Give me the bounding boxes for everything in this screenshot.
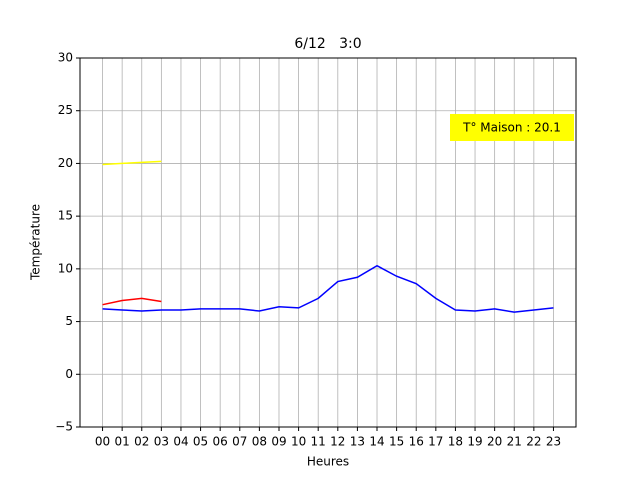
x-tick-label: 06	[213, 435, 228, 449]
frame	[79, 57, 577, 428]
y-tick-label: 30	[58, 51, 73, 65]
x-tick-label: 01	[115, 435, 130, 449]
x-tick-label: 18	[448, 435, 463, 449]
y-tick-label: −5	[55, 420, 73, 434]
annotation-box	[450, 114, 574, 141]
x-axis-label: Heures	[307, 455, 349, 469]
x-tick-label: 22	[526, 435, 541, 449]
x-tick-label: 12	[330, 435, 345, 449]
x-tick-label: 17	[428, 435, 443, 449]
x-tick-label: 16	[409, 435, 424, 449]
x-tick-label: 19	[467, 435, 482, 449]
y-tick-label: 5	[65, 314, 73, 328]
x-tick-label: 07	[232, 435, 247, 449]
y-tick-label: 0	[65, 367, 73, 381]
y-tick-label: 25	[58, 103, 73, 117]
y-tick-label: 15	[58, 209, 73, 223]
chart-title: 6/12 3:0	[294, 36, 361, 52]
y-axis-label: Température	[29, 204, 43, 281]
x-tick-label: 03	[154, 435, 169, 449]
x-tick-label: 05	[193, 435, 208, 449]
line-series	[102, 264, 554, 313]
y-tick-label: 10	[58, 261, 73, 275]
x-tick-label: 11	[311, 435, 326, 449]
x-tick-label: 20	[487, 435, 502, 449]
x-tick-label: 21	[507, 435, 522, 449]
x-tick-label: 13	[350, 435, 365, 449]
x-tick-label: 23	[546, 435, 561, 449]
x-tick-label: 15	[389, 435, 404, 449]
x-tick-label: 09	[271, 435, 286, 449]
y-tick-label: 20	[58, 156, 73, 170]
x-tick-label: 04	[173, 435, 188, 449]
x-tick-label: 00	[95, 435, 110, 449]
x-tick-label: 08	[252, 435, 267, 449]
annotation: T° Maison : 20.1	[462, 121, 561, 135]
line-series	[102, 160, 162, 166]
line-series	[102, 297, 162, 306]
x-tick-label: 02	[134, 435, 149, 449]
x-tick-label: 10	[291, 435, 306, 449]
x-tick-label: 14	[369, 435, 384, 449]
